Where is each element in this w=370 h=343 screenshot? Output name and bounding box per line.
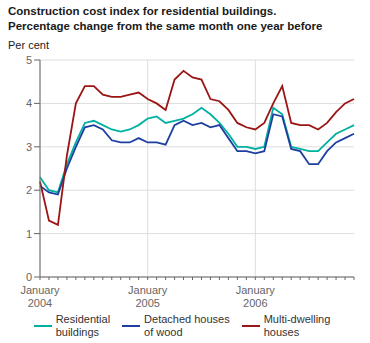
html-text:Construction cost index for re: Construction cost index for residential … [8, 5, 277, 17]
svg-text:4: 4 [26, 97, 32, 109]
svg-text:3: 3 [26, 141, 32, 153]
html-text:houses: houses [263, 326, 300, 338]
html-text:Per cent: Per cent [8, 39, 49, 51]
svg-text:0: 0 [26, 271, 32, 283]
svg-text:1: 1 [26, 228, 32, 240]
svg-text:January2005: January2005 [128, 284, 168, 309]
html-text:Percentage change from the sam: Percentage change from the same month on… [8, 20, 323, 32]
html-text:Residential: Residential [55, 313, 111, 325]
svg-text:January2004: January2004 [20, 284, 60, 309]
html-text:Detached houses: Detached houses [144, 313, 230, 325]
html-text:Multi-dwelling: Multi-dwelling [263, 313, 331, 325]
svg-text:5: 5 [26, 54, 32, 66]
svg-text:January2006: January2006 [236, 284, 276, 309]
html-text:of wood: of wood [144, 326, 183, 338]
html-text:buildings: buildings [55, 326, 100, 338]
svg-text:2: 2 [26, 184, 32, 196]
